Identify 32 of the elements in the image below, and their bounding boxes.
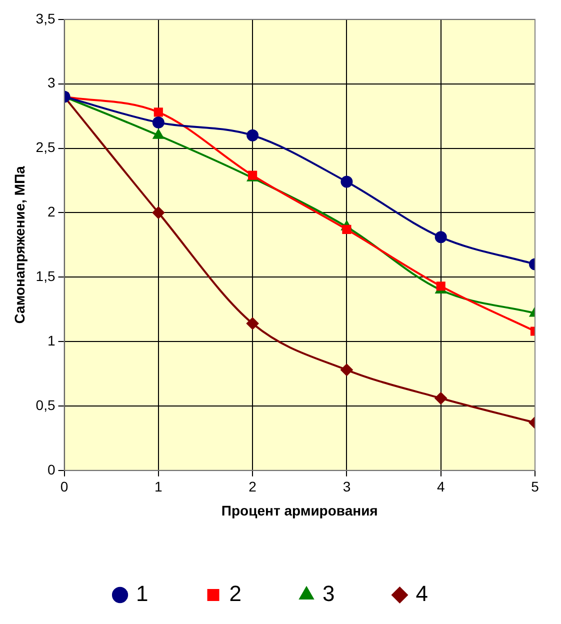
x-tick-label: 0 [60, 478, 68, 495]
legend-label: 4 [416, 581, 428, 606]
point [246, 318, 259, 330]
x-tick-label: 5 [531, 478, 540, 495]
point [436, 282, 446, 291]
point [340, 364, 353, 376]
point [153, 129, 164, 139]
x-tick-label: 2 [248, 478, 257, 495]
x-tick-label: 3 [342, 478, 351, 495]
y-tick-label: 0,5 [36, 396, 56, 413]
legend-label: 2 [229, 581, 242, 606]
x-axis-title: Процент армирования [221, 502, 378, 518]
legend-label: 3 [322, 581, 335, 606]
y-tick-label: 0 [47, 461, 56, 478]
point [152, 116, 164, 128]
y-tick-label: 2 [47, 204, 56, 220]
y-tick-label: 2,5 [36, 139, 56, 156]
x-tick-label: 4 [436, 478, 445, 495]
y-tick-label: 3,5 [36, 10, 56, 26]
y-tick-label: 1,5 [36, 268, 56, 284]
point [340, 176, 353, 188]
point [342, 224, 352, 234]
point [152, 206, 164, 219]
point [154, 108, 163, 117]
point [434, 231, 447, 244]
y-tick-label: 3 [47, 74, 56, 91]
point [246, 129, 259, 142]
y-axis-title: Самонапряжение, МПа [11, 166, 28, 324]
y-tick-label: 1 [47, 332, 56, 348]
x-tick-label: 1 [154, 478, 163, 495]
legend-label: 1 [136, 581, 148, 606]
point [434, 392, 447, 404]
